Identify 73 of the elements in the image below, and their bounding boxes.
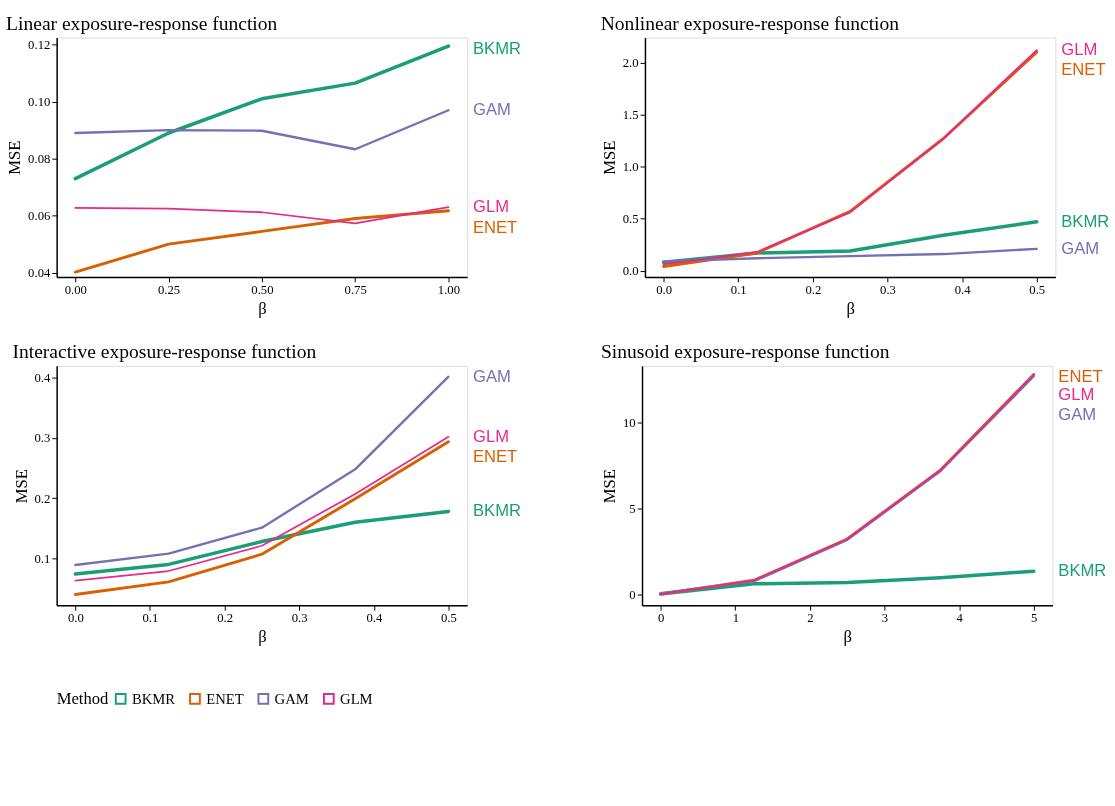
y-tick-label: 2.0: [622, 55, 639, 70]
x-tick-label: 0.50: [251, 283, 274, 298]
series-label: BKMR: [472, 501, 521, 521]
y-tick-label: 0.04: [28, 266, 51, 281]
y-tick-label: 0.3: [34, 431, 51, 446]
x-axis-title: β: [843, 626, 852, 646]
y-tick-label: 0.1: [34, 551, 51, 566]
x-tick-label: 0: [658, 611, 665, 626]
x-tick-label: 0.0: [656, 283, 673, 298]
x-tick-label: 0.25: [158, 283, 181, 298]
x-tick-label: 0.00: [64, 283, 87, 298]
x-axis-title: β: [846, 298, 855, 318]
series-label: GAM: [1061, 238, 1100, 258]
series-label: GAM: [472, 100, 511, 120]
chart-title: Linear exposure-response function: [6, 12, 278, 34]
y-tick-label: 0: [629, 588, 636, 603]
chart-title: Interactive exposure-response function: [12, 341, 317, 363]
y-axis-title: MSE: [11, 468, 31, 504]
x-tick-label: 1: [732, 611, 739, 626]
x-tick-label: 0.75: [344, 283, 367, 298]
y-axis-title: MSE: [5, 140, 25, 175]
y-tick-label: 0.12: [28, 38, 51, 53]
x-tick-label: 0.2: [217, 611, 233, 626]
series-label: ENET: [472, 447, 518, 467]
legend-label: GAM: [274, 690, 309, 707]
y-tick-label: 0.2: [34, 491, 51, 506]
text: BKMR: [1058, 561, 1107, 581]
x-tick-label: 0.3: [880, 283, 896, 298]
x-tick-label: 0.1: [730, 283, 747, 298]
x-axis-title: β: [258, 298, 267, 318]
chart-title: Nonlinear exposure-response function: [600, 12, 900, 34]
x-tick-label: 0.5: [441, 611, 457, 626]
series-label: GAM: [472, 367, 511, 387]
series-label: GLM: [472, 426, 509, 446]
x-tick-label: 0.5: [1029, 283, 1046, 298]
text: ENET: [1058, 367, 1103, 387]
y-tick-label: 1.0: [622, 160, 639, 175]
y-tick-label: 0.06: [28, 209, 51, 224]
y-tick-label: 1.5: [622, 107, 639, 122]
y-axis-title: MSE: [599, 140, 619, 175]
series-label: GLM: [472, 197, 509, 216]
series-label: BKMR: [472, 39, 521, 59]
x-tick-label: 4: [956, 611, 964, 626]
x-tick-label: 0.4: [954, 283, 972, 298]
x-tick-label: 5: [1031, 611, 1038, 626]
legend-label: BKMR: [131, 690, 176, 707]
legend-title: Method: [56, 688, 110, 708]
x-tick-label: 1.00: [437, 283, 461, 298]
series-label: ENET: [1061, 60, 1106, 80]
series-label: ENET: [472, 217, 518, 237]
x-tick-label: 0.4: [366, 611, 383, 626]
x-tick-label: 0.2: [805, 283, 822, 298]
series-label: GLM: [1061, 39, 1098, 59]
text: GLM: [1058, 384, 1095, 404]
text: GAM: [1058, 405, 1097, 425]
series-label: BKMR: [1061, 211, 1110, 231]
x-tick-label: 0.3: [291, 611, 308, 626]
legend-label: GLM: [340, 690, 373, 707]
x-tick-label: 3: [881, 611, 889, 626]
y-tick-label: 0.5: [622, 212, 639, 227]
x-tick-label: 0.1: [142, 611, 159, 626]
y-tick-label: 0.08: [28, 152, 51, 167]
y-tick-label: 10: [622, 416, 636, 431]
legend-label: ENET: [206, 690, 244, 707]
chart-title: Sinusoid exposure-response function: [600, 341, 890, 363]
y-tick-label: 5: [629, 502, 636, 517]
x-axis-title: β: [258, 626, 267, 646]
x-tick-label: 2: [807, 611, 814, 626]
y-axis-title: MSE: [600, 468, 620, 504]
x-tick-label: 0.0: [67, 611, 84, 626]
y-tick-label: 0.10: [28, 95, 51, 110]
y-tick-label: 0.0: [622, 264, 639, 279]
y-tick-label: 0.4: [34, 371, 51, 386]
